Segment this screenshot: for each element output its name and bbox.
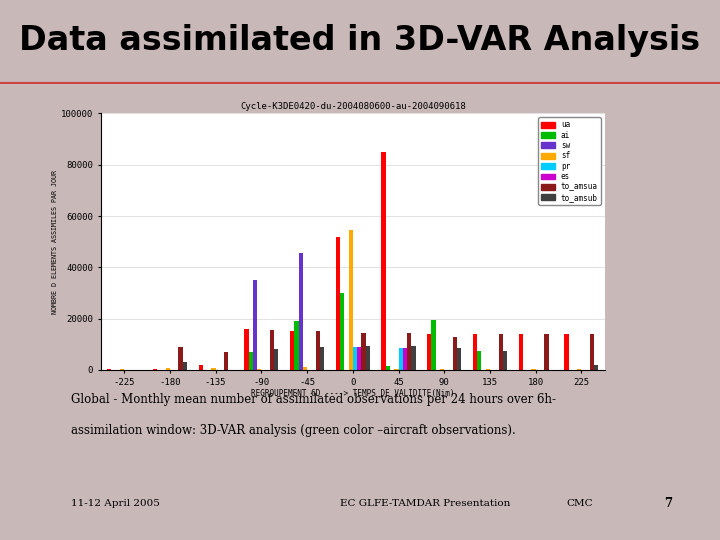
Bar — [440, 369, 444, 370]
Bar — [498, 334, 503, 370]
Bar — [299, 253, 303, 370]
Bar — [199, 365, 203, 370]
Bar — [427, 334, 431, 370]
Bar — [270, 330, 274, 370]
Text: assimilation window: 3D-VAR analysis (green color –aircraft observations).: assimilation window: 3D-VAR analysis (gr… — [71, 424, 516, 437]
Bar — [253, 280, 257, 370]
Bar — [212, 368, 215, 370]
Bar — [411, 346, 415, 370]
Bar — [564, 334, 569, 370]
Y-axis label: NOMBRE D ELEMENTS ASSIMILES PAR JOUR: NOMBRE D ELEMENTS ASSIMILES PAR JOUR — [52, 170, 58, 314]
Bar — [248, 352, 253, 370]
Bar — [336, 237, 340, 370]
Text: CMC: CMC — [566, 498, 593, 508]
Bar — [179, 347, 183, 370]
Text: 7: 7 — [665, 496, 672, 510]
Bar — [340, 293, 344, 370]
Bar — [290, 332, 294, 370]
Bar — [244, 329, 248, 370]
Bar — [457, 348, 462, 370]
Title: Cycle-K3DE0420-du-2004080600-au-2004090618: Cycle-K3DE0420-du-2004080600-au-20040906… — [240, 102, 466, 111]
Bar — [590, 334, 594, 370]
Bar — [477, 350, 482, 370]
Bar — [224, 352, 228, 370]
Bar — [594, 365, 598, 370]
Bar — [399, 348, 402, 370]
Bar — [366, 346, 370, 370]
Bar — [320, 347, 324, 370]
Bar — [503, 350, 507, 370]
Bar — [395, 369, 399, 370]
Bar — [407, 333, 411, 370]
Bar — [386, 366, 390, 370]
Bar — [166, 368, 170, 370]
Bar — [183, 362, 187, 370]
Bar — [303, 367, 307, 370]
X-axis label: REGROUPEMENT 6D ----> TEMPS DE VALIDITE(Nim): REGROUPEMENT 6D ----> TEMPS DE VALIDITE(… — [251, 389, 454, 399]
Text: 11-12 April 2005: 11-12 April 2005 — [71, 498, 160, 508]
Bar — [294, 321, 299, 370]
Text: EC GLFE-TAMDAR Presentation: EC GLFE-TAMDAR Presentation — [341, 498, 510, 508]
Bar — [453, 336, 457, 370]
Bar — [274, 349, 279, 370]
Bar — [402, 348, 407, 370]
Legend: ua, ai, sw, sf, pr, es, to_amsua, to_amsub: ua, ai, sw, sf, pr, es, to_amsua, to_ams… — [538, 117, 601, 205]
Bar — [473, 334, 477, 370]
Bar — [353, 347, 357, 370]
Bar — [544, 334, 549, 370]
Bar — [153, 369, 157, 370]
Bar — [361, 333, 366, 370]
Bar — [315, 332, 320, 370]
Bar — [431, 320, 436, 370]
Text: Global - Monthly mean number of assimilated observations per 24 hours over 6h-: Global - Monthly mean number of assimila… — [71, 393, 556, 406]
Bar — [518, 334, 523, 370]
Bar — [348, 230, 353, 370]
Bar — [357, 347, 361, 370]
Text: Data assimilated in 3D-VAR Analysis: Data assimilated in 3D-VAR Analysis — [19, 24, 701, 57]
Bar — [382, 152, 386, 370]
